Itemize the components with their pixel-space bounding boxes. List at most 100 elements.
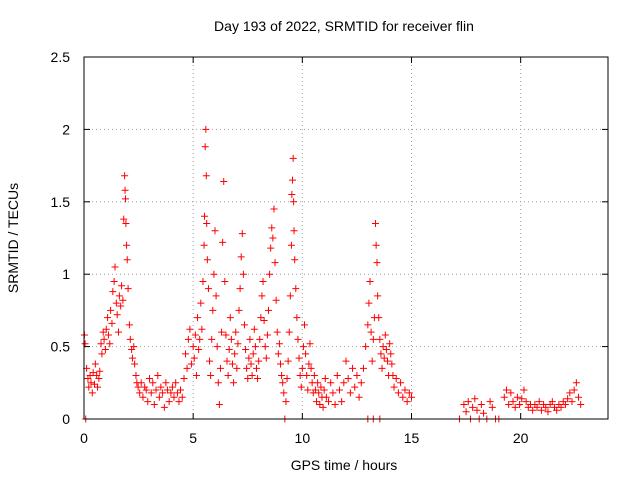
data-point (282, 398, 290, 406)
data-point (380, 354, 388, 362)
data-point (480, 409, 488, 417)
data-point (119, 296, 127, 304)
data-point (286, 292, 294, 300)
data-point (264, 306, 272, 314)
data-point (198, 325, 206, 333)
data-point (146, 374, 153, 382)
data-point (239, 270, 247, 278)
data-point (399, 393, 407, 401)
data-point (518, 395, 526, 403)
data-point (227, 335, 235, 343)
data-point (335, 386, 343, 394)
data-point (196, 335, 204, 343)
ticks-layer: 0 5 10 15 20 0 0.5 1 1.5 2 2.5 (51, 49, 608, 446)
data-point (228, 360, 236, 368)
data-point (349, 364, 357, 372)
data-point (243, 364, 251, 372)
data-point (266, 270, 274, 278)
data-point (163, 386, 171, 394)
data-point (561, 401, 569, 409)
data-point (101, 345, 109, 353)
data-point (505, 401, 513, 409)
data-point (117, 302, 125, 310)
data-point (460, 401, 468, 409)
data-point (331, 401, 339, 409)
data-point (121, 186, 129, 194)
data-point (114, 328, 122, 336)
data-point (290, 198, 298, 206)
data-point (261, 343, 269, 351)
data-point (206, 357, 214, 365)
data-point (401, 386, 409, 394)
data-point (210, 270, 218, 278)
data-point (106, 340, 114, 348)
data-point (570, 386, 578, 394)
data-point (509, 398, 517, 406)
data-point (254, 374, 262, 382)
data-point (262, 354, 270, 362)
data-point (126, 335, 134, 343)
data-point (267, 244, 275, 252)
data-point (251, 343, 259, 351)
data-point (462, 408, 470, 416)
data-point (295, 354, 303, 362)
data-point (190, 354, 198, 362)
data-point (405, 389, 413, 397)
data-point (500, 393, 508, 401)
data-point (154, 372, 162, 380)
data-point (544, 408, 552, 416)
data-point (222, 331, 230, 339)
plot-frame (83, 56, 609, 420)
data-point (557, 403, 565, 411)
data-point (368, 357, 376, 365)
data-point (231, 350, 239, 358)
data-point (293, 314, 301, 322)
data-point (302, 350, 310, 358)
data-point (374, 292, 382, 300)
data-point (208, 335, 216, 343)
x-axis-label: GPS time / hours (291, 457, 398, 473)
data-point (486, 398, 494, 406)
data-point (269, 234, 277, 242)
data-point (238, 230, 246, 238)
data-point (364, 321, 372, 329)
data-point (382, 345, 390, 353)
data-point (357, 379, 365, 387)
data-point (369, 335, 377, 343)
data-point (199, 277, 207, 285)
data-point (219, 238, 227, 246)
data-point (386, 340, 394, 348)
data-point (85, 383, 93, 391)
data-point (329, 389, 337, 397)
data-point (351, 383, 359, 391)
data-point (366, 277, 374, 285)
x-tick-label: 15 (404, 430, 420, 446)
data-point (237, 253, 245, 261)
data-point (113, 311, 121, 319)
data-point (86, 372, 94, 380)
data-point (249, 350, 257, 358)
data-point (246, 335, 254, 343)
data-point (289, 176, 297, 184)
data-point (290, 227, 298, 235)
data-point (182, 350, 190, 358)
data-point (319, 403, 327, 411)
data-point (477, 401, 485, 409)
data-point (280, 389, 288, 397)
y-tick-label: 2.5 (51, 49, 71, 65)
data-point (304, 386, 312, 394)
data-point (342, 357, 350, 365)
data-point (275, 340, 283, 348)
data-point (297, 383, 305, 391)
data-point (226, 314, 234, 322)
data-point (471, 395, 479, 403)
data-point (245, 354, 253, 362)
data-point (327, 379, 335, 387)
data-point (355, 393, 363, 401)
data-point (390, 383, 398, 391)
data-point (162, 379, 170, 387)
data-point (306, 340, 314, 348)
data-point (104, 331, 112, 339)
data-point (95, 374, 103, 382)
data-point (296, 372, 304, 380)
